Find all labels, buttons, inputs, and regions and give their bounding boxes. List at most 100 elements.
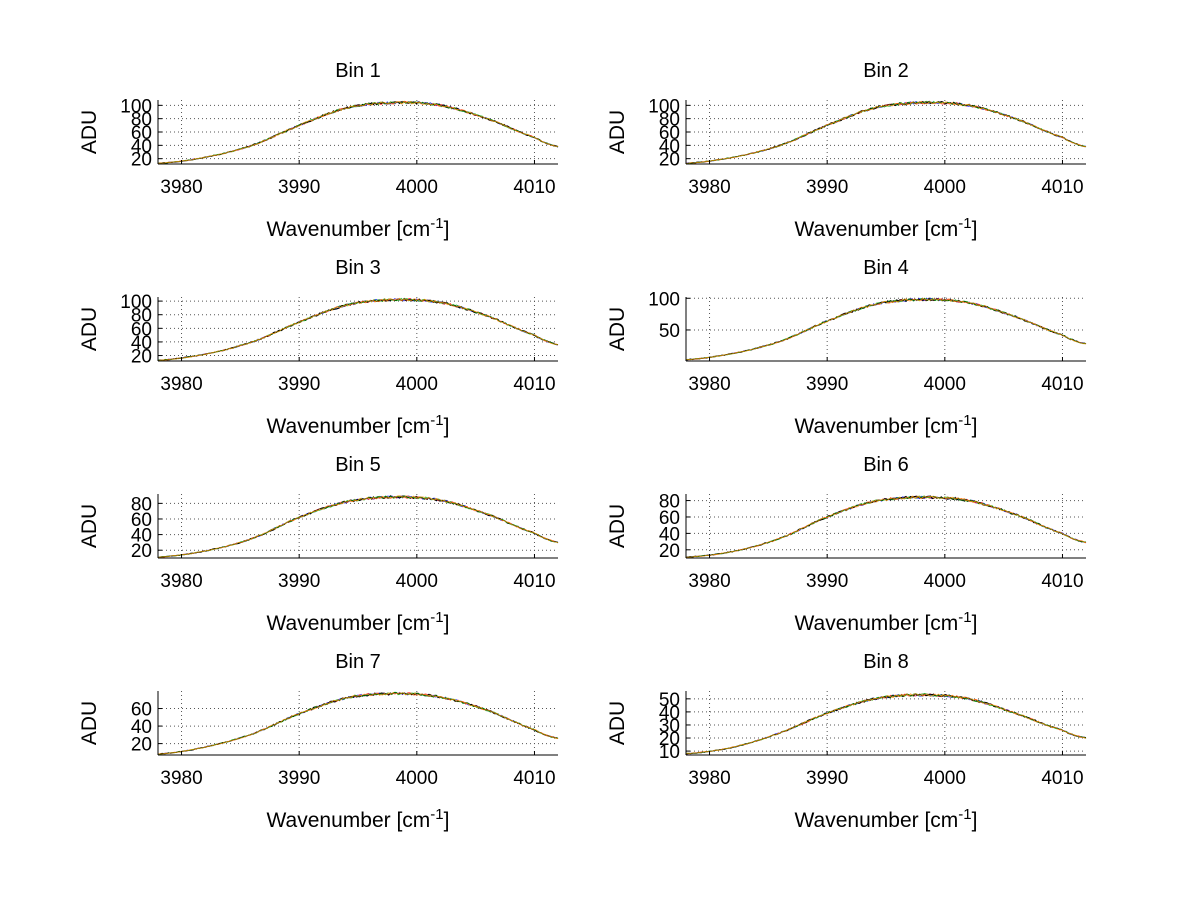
x-tick-label: 4000 [396, 374, 438, 395]
x-tick-label: 3990 [278, 571, 320, 592]
x-tick-label: 4010 [513, 374, 555, 395]
y-tick-label: 80 [131, 306, 152, 327]
y-tick-label: 40 [131, 717, 152, 738]
x-tick-label: 4000 [396, 571, 438, 592]
x-axis-label: Wavenumber [cm-1] [795, 412, 978, 438]
x-tick-label: 3980 [160, 768, 202, 789]
y-tick-label: 20 [659, 729, 680, 750]
x-tick-label: 3980 [688, 571, 730, 592]
x-tick-label: 4010 [1041, 374, 1083, 395]
subplot-title: Bin 8 [863, 651, 909, 673]
y-tick-label: 60 [659, 508, 680, 529]
y-tick-label: 80 [659, 110, 680, 131]
y-tick-label: 50 [659, 690, 680, 711]
y-tick-label: 20 [659, 541, 680, 562]
x-tick-label: 3990 [806, 571, 848, 592]
y-tick-label: 80 [131, 110, 152, 131]
x-axis-label: Wavenumber [cm-1] [267, 609, 450, 635]
y-tick-label: 40 [131, 333, 152, 354]
x-tick-label: 3980 [160, 177, 202, 198]
y-tick-label: 60 [131, 510, 152, 531]
y-tick-label: 50 [659, 321, 680, 342]
x-tick-label: 3990 [806, 374, 848, 395]
y-tick-label: 40 [659, 703, 680, 724]
x-tick-label: 3990 [806, 768, 848, 789]
x-tick-label: 4010 [513, 571, 555, 592]
series-line-5 [685, 693, 1087, 754]
y-axis-label: ADU [78, 504, 101, 548]
x-axis-label: Wavenumber [cm-1] [267, 412, 450, 438]
x-tick-label: 4000 [396, 177, 438, 198]
series-line-5 [157, 495, 559, 558]
x-tick-label: 4010 [513, 177, 555, 198]
plot-area [158, 691, 558, 755]
plot-area [686, 297, 1086, 361]
x-tick-label: 4000 [396, 768, 438, 789]
y-tick-label: 20 [131, 541, 152, 562]
y-axis-label: ADU [78, 307, 101, 351]
y-tick-label: 10 [659, 742, 680, 763]
series-line-5 [157, 100, 559, 164]
y-tick-label: 80 [659, 492, 680, 513]
x-tick-label: 4000 [924, 571, 966, 592]
subplot-title: Bin 4 [863, 257, 909, 279]
x-tick-label: 3990 [806, 177, 848, 198]
y-tick-label: 60 [131, 319, 152, 340]
subplot-title: Bin 5 [335, 454, 381, 476]
series-line-5 [685, 100, 1087, 165]
y-tick-label: 40 [131, 526, 152, 547]
y-tick-label: 40 [659, 524, 680, 545]
series-line-5 [685, 298, 1087, 361]
subplot-title: Bin 6 [863, 454, 909, 476]
x-tick-label: 3980 [160, 374, 202, 395]
y-axis-label: ADU [606, 701, 629, 745]
x-axis-label: Wavenumber [cm-1] [795, 806, 978, 832]
subplot-bin-4: 3980 3990 4000 4010 50 100 Bin 4 Wavenumber [cm… [606, 257, 1087, 438]
x-tick-label: 3980 [688, 177, 730, 198]
plot-area [686, 691, 1086, 755]
y-tick-label: 100 [648, 289, 680, 310]
y-tick-label: 40 [659, 136, 680, 157]
y-tick-label: 20 [131, 347, 152, 368]
y-tick-label: 100 [120, 292, 152, 313]
x-tick-label: 3980 [688, 768, 730, 789]
y-tick-label: 20 [659, 150, 680, 171]
y-tick-label: 100 [120, 96, 152, 117]
y-tick-label: 60 [131, 123, 152, 144]
x-axis-label: Wavenumber [cm-1] [795, 215, 978, 241]
subplot-title: Bin 7 [335, 651, 381, 673]
y-tick-label: 80 [131, 494, 152, 515]
x-tick-label: 4000 [924, 768, 966, 789]
x-tick-label: 4010 [1041, 768, 1083, 789]
x-tick-label: 3980 [688, 374, 730, 395]
y-tick-label: 20 [131, 735, 152, 756]
x-tick-label: 3990 [278, 374, 320, 395]
series-line-5 [685, 495, 1087, 558]
y-axis-label: ADU [78, 701, 101, 745]
y-axis-label: ADU [78, 110, 101, 154]
y-tick-label: 60 [659, 123, 680, 144]
x-tick-label: 4010 [1041, 571, 1083, 592]
series-line-5 [157, 692, 559, 755]
subplot-title: Bin 1 [335, 60, 381, 82]
x-axis-label: Wavenumber [cm-1] [267, 806, 450, 832]
x-tick-label: 4010 [513, 768, 555, 789]
y-axis-label: ADU [606, 110, 629, 154]
x-axis-label: Wavenumber [cm-1] [795, 609, 978, 635]
y-tick-label: 30 [659, 716, 680, 737]
x-tick-label: 3990 [278, 768, 320, 789]
y-tick-label: 20 [131, 150, 152, 171]
series-line-5 [158, 297, 559, 361]
x-tick-label: 4000 [924, 374, 966, 395]
x-tick-label: 4000 [924, 177, 966, 198]
y-axis-label: ADU [606, 504, 629, 548]
x-tick-label: 4010 [1041, 177, 1083, 198]
subplot-title: Bin 3 [335, 257, 381, 279]
